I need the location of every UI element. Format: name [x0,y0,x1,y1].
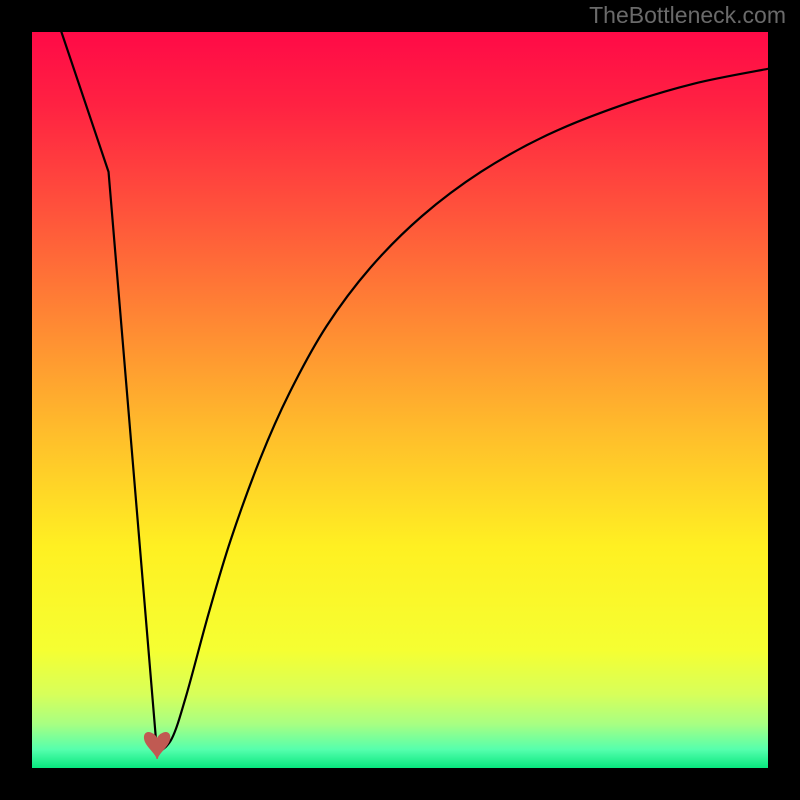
heart-marker [145,733,170,759]
chart-frame: TheBottleneck.com [0,0,800,800]
curve-layer [32,32,768,768]
bottleneck-curve [61,32,768,753]
watermark-text: TheBottleneck.com [589,2,786,29]
plot-area [32,32,768,768]
